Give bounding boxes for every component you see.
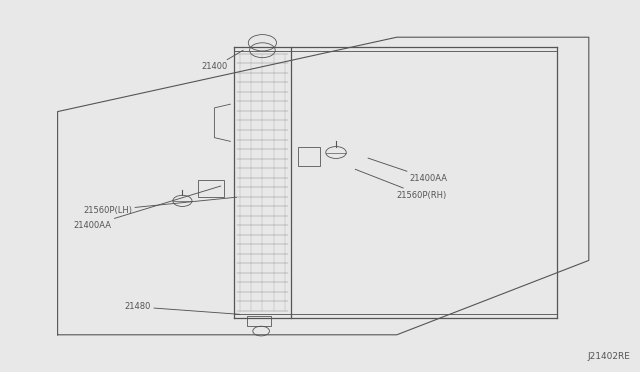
Text: 21400: 21400: [202, 50, 243, 71]
Text: 21560P(RH): 21560P(RH): [355, 169, 447, 200]
Text: 21480: 21480: [125, 302, 240, 314]
Text: 21400AA: 21400AA: [368, 158, 447, 183]
Text: 21560P(LH): 21560P(LH): [83, 197, 237, 215]
Text: J21402RE: J21402RE: [588, 352, 630, 361]
Text: 21400AA: 21400AA: [74, 186, 221, 230]
